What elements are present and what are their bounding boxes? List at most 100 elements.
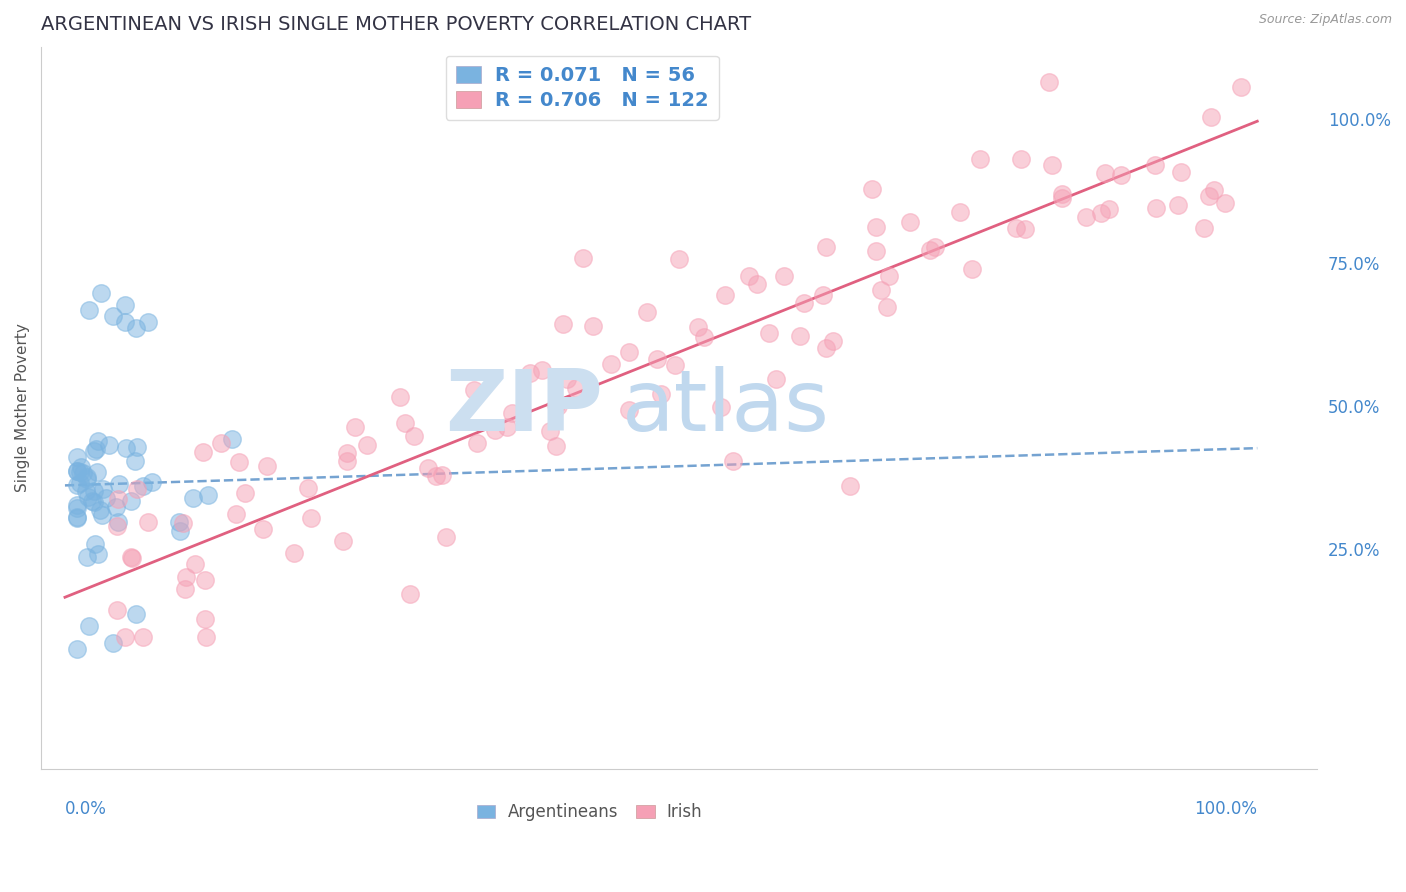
Point [1042,157,1064,171]
Point [1192,221,1215,235]
Point [66,477,89,491]
Point [90,286,112,301]
Point [172,516,194,531]
Point [194,612,217,626]
Point [121,550,143,565]
Point [969,153,991,167]
Point [194,630,217,644]
Text: ZIP: ZIP [444,367,602,450]
Point [132,631,155,645]
Point [83,444,105,458]
Point [120,494,142,508]
Y-axis label: Single Mother Poverty: Single Mother Poverty [15,324,30,492]
Point [870,283,893,297]
Point [183,557,205,571]
Point [1050,186,1073,201]
Point [1005,221,1028,235]
Point [1010,153,1032,167]
Point [332,533,354,548]
Point [650,386,672,401]
Point [877,268,900,283]
Point [1090,205,1112,219]
Point [174,582,197,596]
Point [66,464,89,478]
Point [389,390,412,404]
Point [69,465,91,479]
Point [1038,75,1060,89]
Point [1213,195,1236,210]
Point [86,465,108,479]
Point [194,573,217,587]
Point [105,519,128,533]
Point [233,486,256,500]
Point [66,464,89,478]
Point [949,204,972,219]
Point [101,310,124,324]
Point [484,424,506,438]
Point [105,603,128,617]
Point [141,475,163,489]
Point [745,277,768,292]
Point [66,500,89,515]
Point [1198,188,1220,202]
Point [69,475,91,490]
Point [839,479,862,493]
Text: 100.0%: 100.0% [1329,112,1391,130]
Point [1170,165,1192,179]
Point [336,454,359,468]
Point [83,483,105,498]
Point [97,438,120,452]
Point [1230,80,1253,95]
Point [876,300,898,314]
Point [918,243,941,257]
Point [645,351,668,366]
Point [131,479,153,493]
Point [76,550,98,565]
Point [551,318,574,332]
Point [582,319,605,334]
Point [197,488,219,502]
Point [125,320,148,334]
Text: 50.0%: 50.0% [1329,399,1381,417]
Point [1144,202,1167,216]
Point [297,482,319,496]
Point [89,503,111,517]
Point [544,398,567,412]
Point [169,515,191,529]
Point [463,384,485,398]
Point [72,466,94,480]
Point [1094,166,1116,180]
Point [467,435,489,450]
Point [865,220,887,235]
Point [668,252,690,267]
Text: 100.0%: 100.0% [1194,800,1257,818]
Point [811,288,834,302]
Point [738,269,761,284]
Point [66,510,89,524]
Point [87,434,110,448]
Point [252,522,274,536]
Point [176,570,198,584]
Point [125,607,148,622]
Point [416,461,439,475]
Point [501,406,523,420]
Point [1199,111,1222,125]
Point [496,419,519,434]
Point [434,530,457,544]
Point [898,214,921,228]
Point [84,537,107,551]
Point [815,240,838,254]
Point [519,366,541,380]
Point [404,429,426,443]
Point [136,515,159,529]
Point [181,491,204,506]
Point [773,268,796,283]
Point [862,182,884,196]
Point [283,546,305,560]
Point [600,357,623,371]
Point [169,524,191,539]
Point [299,510,322,524]
Point [127,482,149,496]
Point [544,438,567,452]
Point [66,450,89,464]
